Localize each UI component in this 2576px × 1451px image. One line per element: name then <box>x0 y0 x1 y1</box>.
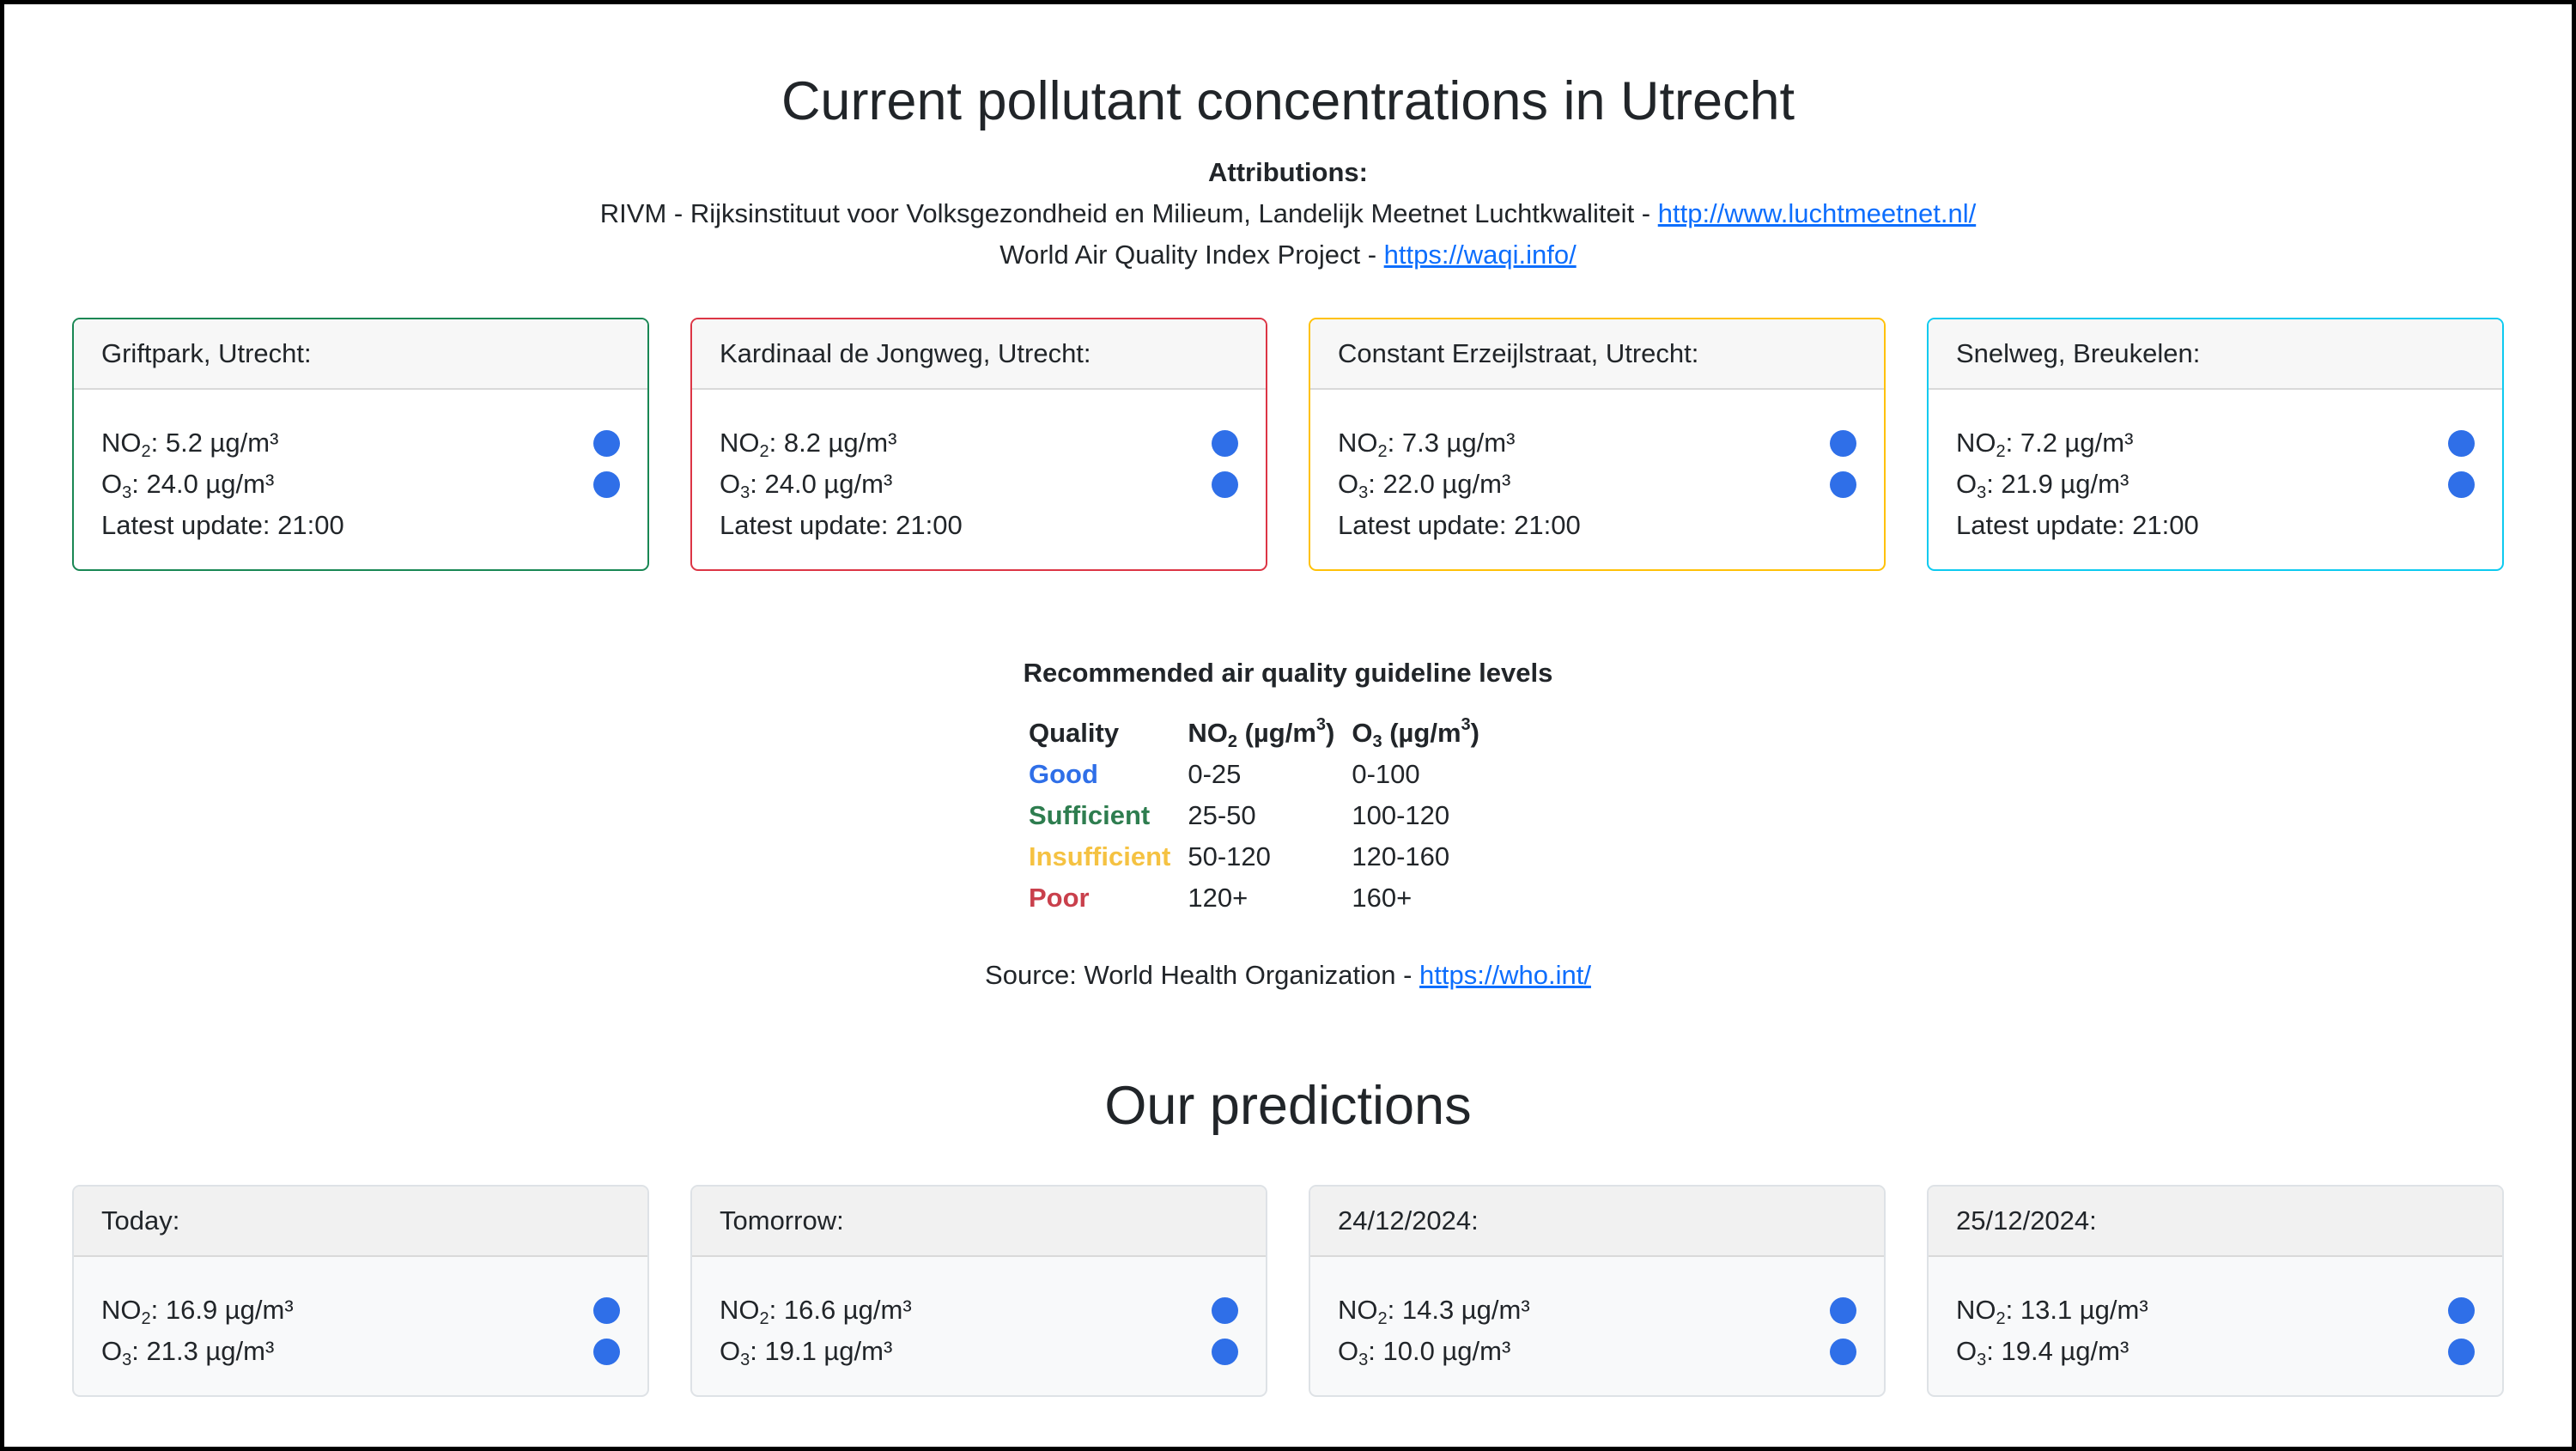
no2-reading: NO2: 7.3 µg/m³ <box>1338 422 1856 464</box>
page-title: Current pollutant concentrations in Utre… <box>781 71 1795 131</box>
o3-reading: O3: 24.0 µg/m³ <box>720 464 1238 505</box>
prediction-day: Today: <box>74 1187 647 1257</box>
status-dot-icon <box>1212 1339 1238 1365</box>
o3-range: 160+ <box>1352 883 1413 913</box>
latest-update: Latest update: 21:00 <box>1338 510 1581 540</box>
no2-column-header: NO2 (µg/m3) <box>1188 715 1335 751</box>
no2-prediction: NO2: 16.6 µg/m³ <box>720 1290 1238 1331</box>
attributions-heading: Attributions: <box>1208 157 1368 187</box>
guideline-table: Quality NO2 (µg/m3) O3 (µg/m3) Good 0-25… <box>1029 713 1497 919</box>
o3-column-header: O3 (µg/m3) <box>1352 715 1479 751</box>
station-name: Constant Erzeijlstraat, Utrecht: <box>1310 319 1884 390</box>
quality-good: Good <box>1029 759 1098 789</box>
status-dot-icon <box>2448 430 2475 457</box>
no2-reading: NO2: 8.2 µg/m³ <box>720 422 1238 464</box>
guideline-header-row: Quality NO2 (µg/m3) O3 (µg/m3) <box>1029 713 1497 754</box>
station-name: Griftpark, Utrecht: <box>74 319 647 390</box>
o3-prediction: O3: 21.3 µg/m³ <box>101 1331 620 1372</box>
prediction-card: Tomorrow: NO2: 16.6 µg/m³ O3: 19.1 µg/m³ <box>690 1185 1267 1397</box>
status-dot-icon <box>2448 1297 2475 1324</box>
quality-insufficient: Insufficient <box>1029 841 1171 871</box>
latest-update: Latest update: 21:00 <box>720 510 963 540</box>
no2-prediction: NO2: 16.9 µg/m³ <box>101 1290 620 1331</box>
table-row: Sufficient 25-50 100-120 <box>1029 795 1497 836</box>
status-dot-icon <box>2448 1339 2475 1365</box>
station-card: Snelweg, Breukelen: NO2: 7.2 µg/m³ O3: 2… <box>1927 318 2504 571</box>
luchtmeetnet-link[interactable]: http://www.luchtmeetnet.nl/ <box>1657 198 1977 228</box>
no2-range: 25-50 <box>1188 800 1256 830</box>
o3-prediction: O3: 19.1 µg/m³ <box>720 1331 1238 1372</box>
table-row: Insufficient 50-120 120-160 <box>1029 836 1497 877</box>
o3-range: 100-120 <box>1352 800 1450 830</box>
status-dot-icon <box>593 471 620 498</box>
source-line: Source: World Health Organization - http… <box>0 960 2576 991</box>
status-dot-icon <box>1212 430 1238 457</box>
prediction-card: 25/12/2024: NO2: 13.1 µg/m³ O3: 19.4 µg/… <box>1927 1185 2504 1397</box>
table-row: Poor 120+ 160+ <box>1029 877 1497 919</box>
prediction-card: Today: NO2: 16.9 µg/m³ O3: 21.3 µg/m³ <box>72 1185 649 1397</box>
o3-range: 120-160 <box>1352 841 1450 871</box>
status-dot-icon <box>593 1339 620 1365</box>
o3-reading: O3: 22.0 µg/m³ <box>1338 464 1856 505</box>
no2-reading: NO2: 5.2 µg/m³ <box>101 422 620 464</box>
station-card: Griftpark, Utrecht: NO2: 5.2 µg/m³ O3: 2… <box>72 318 649 571</box>
status-dot-icon <box>1830 430 1856 457</box>
no2-range: 120+ <box>1188 883 1249 913</box>
no2-range: 0-25 <box>1188 759 1242 789</box>
guideline-title: Recommended air quality guideline levels <box>1023 658 1553 688</box>
prediction-day: 24/12/2024: <box>1310 1187 1884 1257</box>
no2-prediction: NO2: 13.1 µg/m³ <box>1956 1290 2475 1331</box>
station-name: Kardinaal de Jongweg, Utrecht: <box>692 319 1266 390</box>
o3-reading: O3: 21.9 µg/m³ <box>1956 464 2475 505</box>
waqi-link[interactable]: https://waqi.info/ <box>1383 240 1577 270</box>
station-card: Kardinaal de Jongweg, Utrecht: NO2: 8.2 … <box>690 318 1267 571</box>
no2-reading: NO2: 7.2 µg/m³ <box>1956 422 2475 464</box>
station-name: Snelweg, Breukelen: <box>1929 319 2502 390</box>
status-dot-icon <box>1830 1297 1856 1324</box>
source-text: Source: World Health Organization - <box>985 960 1420 990</box>
o3-prediction: O3: 10.0 µg/m³ <box>1338 1331 1856 1372</box>
status-dot-icon <box>593 1297 620 1324</box>
quality-sufficient: Sufficient <box>1029 800 1151 830</box>
who-link[interactable]: https://who.int/ <box>1419 960 1591 990</box>
no2-prediction: NO2: 14.3 µg/m³ <box>1338 1290 1856 1331</box>
status-dot-icon <box>1830 1339 1856 1365</box>
no2-range: 50-120 <box>1188 841 1271 871</box>
quality-poor: Poor <box>1029 883 1090 913</box>
prediction-day: 25/12/2024: <box>1929 1187 2502 1257</box>
latest-update: Latest update: 21:00 <box>1956 510 2199 540</box>
station-card: Constant Erzeijlstraat, Utrecht: NO2: 7.… <box>1309 318 1886 571</box>
attribution-rivm: RIVM - Rijksinstituut voor Volksgezondhe… <box>0 198 2576 229</box>
attribution-rivm-text: RIVM - Rijksinstituut voor Volksgezondhe… <box>599 198 1658 228</box>
prediction-card: 24/12/2024: NO2: 14.3 µg/m³ O3: 10.0 µg/… <box>1309 1185 1886 1397</box>
quality-column-header: Quality <box>1029 718 1120 748</box>
prediction-day: Tomorrow: <box>692 1187 1266 1257</box>
latest-update: Latest update: 21:00 <box>101 510 344 540</box>
status-dot-icon <box>2448 471 2475 498</box>
table-row: Good 0-25 0-100 <box>1029 754 1497 795</box>
status-dot-icon <box>1212 471 1238 498</box>
o3-reading: O3: 24.0 µg/m³ <box>101 464 620 505</box>
status-dot-icon <box>1830 471 1856 498</box>
status-dot-icon <box>1212 1297 1238 1324</box>
status-dot-icon <box>593 430 620 457</box>
attribution-waqi: World Air Quality Index Project - https:… <box>0 240 2576 270</box>
o3-prediction: O3: 19.4 µg/m³ <box>1956 1331 2475 1372</box>
predictions-title: Our predictions <box>1104 1076 1472 1136</box>
attribution-waqi-text: World Air Quality Index Project - <box>999 240 1384 270</box>
o3-range: 0-100 <box>1352 759 1420 789</box>
